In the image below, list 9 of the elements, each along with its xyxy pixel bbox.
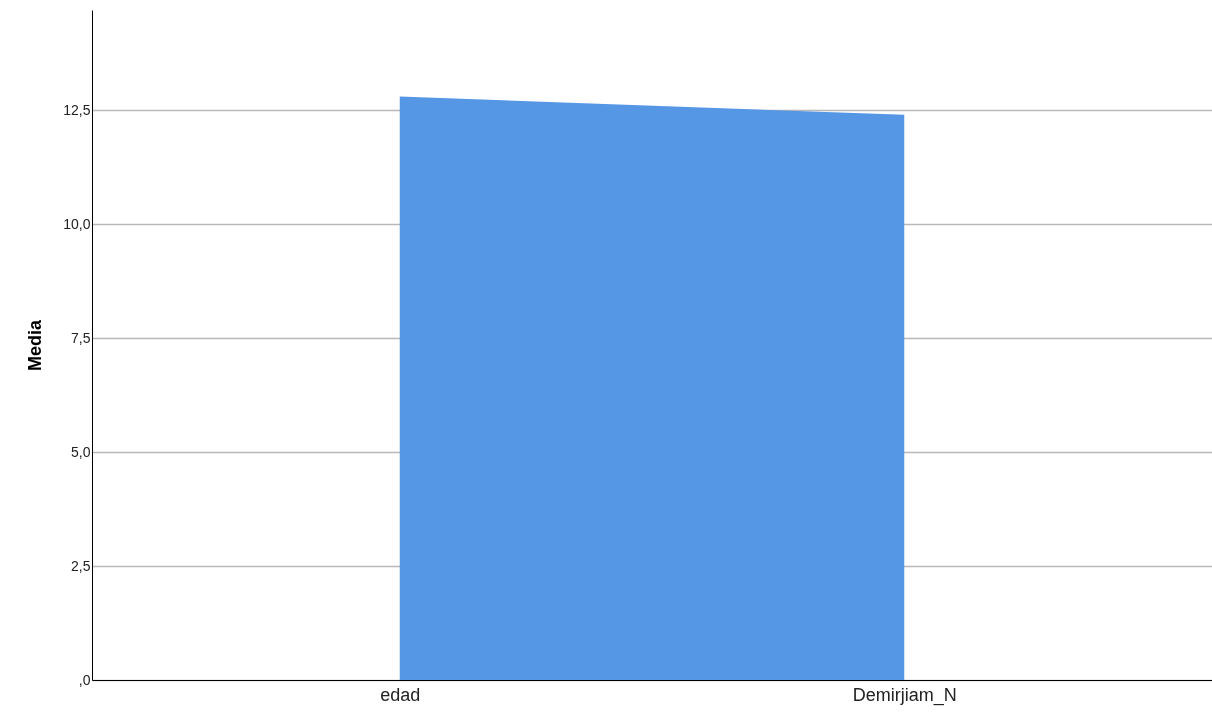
y-tick-label: 7,5 <box>71 329 91 346</box>
x-tick-label: Demirjiam_N <box>852 684 957 706</box>
y-tick-label: ,0 <box>78 671 91 688</box>
y-tick-label: 5,0 <box>71 443 91 460</box>
y-tick-label: 2,5 <box>71 557 91 574</box>
x-tick-label: edad <box>380 684 421 705</box>
y-axis-title: Media <box>25 319 46 372</box>
y-tick-label: 12,5 <box>63 101 91 118</box>
y-tick-label: 10,0 <box>63 215 91 232</box>
